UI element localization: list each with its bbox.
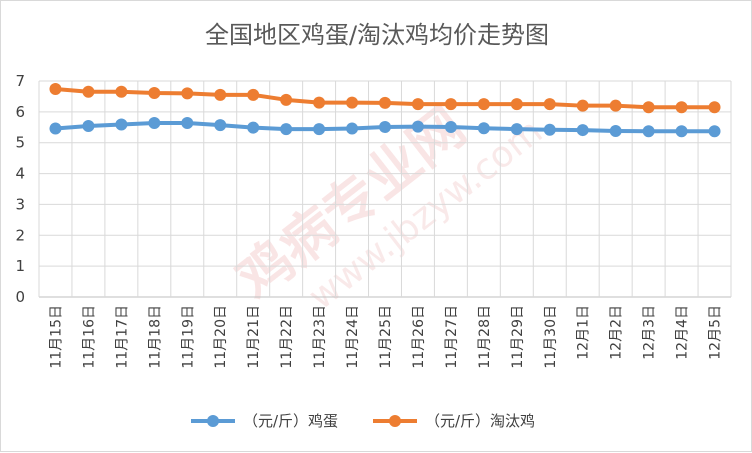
data-point xyxy=(379,96,391,109)
data-point xyxy=(444,120,457,133)
data-point xyxy=(444,98,457,111)
data-point xyxy=(576,124,589,137)
data-point xyxy=(280,93,293,106)
data-point xyxy=(642,101,655,114)
x-tick-label: 11月18日 xyxy=(147,305,163,369)
x-tick-label: 11月23日 xyxy=(312,305,328,369)
data-point xyxy=(411,120,424,133)
series-0 xyxy=(49,116,721,138)
y-tick-label: 2 xyxy=(15,226,25,244)
y-tick-label: 6 xyxy=(15,103,25,121)
x-tick-label: 12月4日 xyxy=(675,305,691,360)
x-tick-label: 11月25日 xyxy=(378,305,394,369)
data-point xyxy=(247,121,260,134)
legend-item-0: （元/斤）鸡蛋 xyxy=(191,412,338,430)
legend-label: （元/斤）淘汰鸡 xyxy=(425,412,535,430)
data-point xyxy=(82,120,95,133)
grid xyxy=(38,80,732,298)
data-point xyxy=(181,116,194,129)
x-tick-label: 11月20日 xyxy=(213,305,229,369)
x-tick-label: 11月16日 xyxy=(81,305,97,369)
y-tick-label: 0 xyxy=(15,288,25,306)
data-point xyxy=(181,87,194,100)
y-tick-label: 4 xyxy=(15,165,25,183)
data-point xyxy=(411,98,424,111)
data-point xyxy=(477,122,490,135)
data-point xyxy=(115,85,128,98)
data-point xyxy=(280,123,293,136)
data-point xyxy=(510,98,523,111)
data-point xyxy=(313,96,326,109)
legend-label: （元/斤）鸡蛋 xyxy=(243,412,338,430)
data-point xyxy=(642,125,655,138)
legend-item-1: （元/斤）淘汰鸡 xyxy=(373,412,535,430)
x-tick-label: 11月27日 xyxy=(444,305,460,369)
x-tick-label: 11月26日 xyxy=(411,305,427,369)
data-point xyxy=(346,122,359,135)
x-tick-label: 12月2日 xyxy=(609,305,625,360)
data-point xyxy=(346,96,359,109)
x-tick-label: 11月24日 xyxy=(345,305,361,369)
data-point xyxy=(543,123,556,136)
data-point xyxy=(115,118,128,131)
data-point xyxy=(82,85,95,98)
data-point xyxy=(148,116,161,129)
data-point xyxy=(708,125,721,138)
legend-marker xyxy=(389,415,401,427)
legend-marker xyxy=(207,415,219,427)
data-point xyxy=(675,125,688,138)
x-tick-label: 11月29日 xyxy=(510,305,526,369)
y-tick-label: 5 xyxy=(15,134,25,152)
x-tick-label: 12月5日 xyxy=(708,305,724,360)
y-tick-label: 1 xyxy=(15,257,25,275)
legend: （元/斤）鸡蛋 （元/斤）淘汰鸡 xyxy=(191,412,535,430)
data-point xyxy=(214,88,227,101)
series-1 xyxy=(49,83,721,114)
chart-title: 全国地区鸡蛋/淘汰鸡均价走势图 xyxy=(205,21,549,49)
data-point xyxy=(609,99,622,112)
x-tick-label: 11月19日 xyxy=(180,305,196,369)
data-point xyxy=(543,98,556,111)
data-point xyxy=(510,123,523,136)
x-tick-label: 11月22日 xyxy=(279,305,295,369)
y-tick-label: 7 xyxy=(15,72,25,90)
data-point xyxy=(313,123,326,136)
x-tick-label: 11月28日 xyxy=(477,305,493,369)
x-tick-label: 11月15日 xyxy=(48,305,64,369)
data-point xyxy=(477,98,490,111)
data-point xyxy=(49,83,62,96)
data-point xyxy=(49,122,62,135)
data-point xyxy=(379,120,391,133)
data-point xyxy=(708,101,721,114)
series-group xyxy=(49,83,721,138)
data-point xyxy=(675,101,688,114)
data-point xyxy=(214,119,227,132)
x-tick-label: 11月21日 xyxy=(246,305,262,369)
x-tick-label: 11月17日 xyxy=(114,305,130,369)
axes: 0 1 2 3 4 5 6 7 11月15日 11月16日 11月17日 11月18日 11月19日 11… xyxy=(15,72,723,369)
data-point xyxy=(148,87,161,100)
y-tick-label: 3 xyxy=(15,195,25,213)
data-point xyxy=(247,88,260,101)
x-tick-label: 12月3日 xyxy=(642,305,658,360)
data-point xyxy=(576,99,589,112)
data-point xyxy=(609,124,622,137)
x-tick-label: 11月30日 xyxy=(543,305,559,369)
x-tick-label: 12月1日 xyxy=(576,305,592,360)
